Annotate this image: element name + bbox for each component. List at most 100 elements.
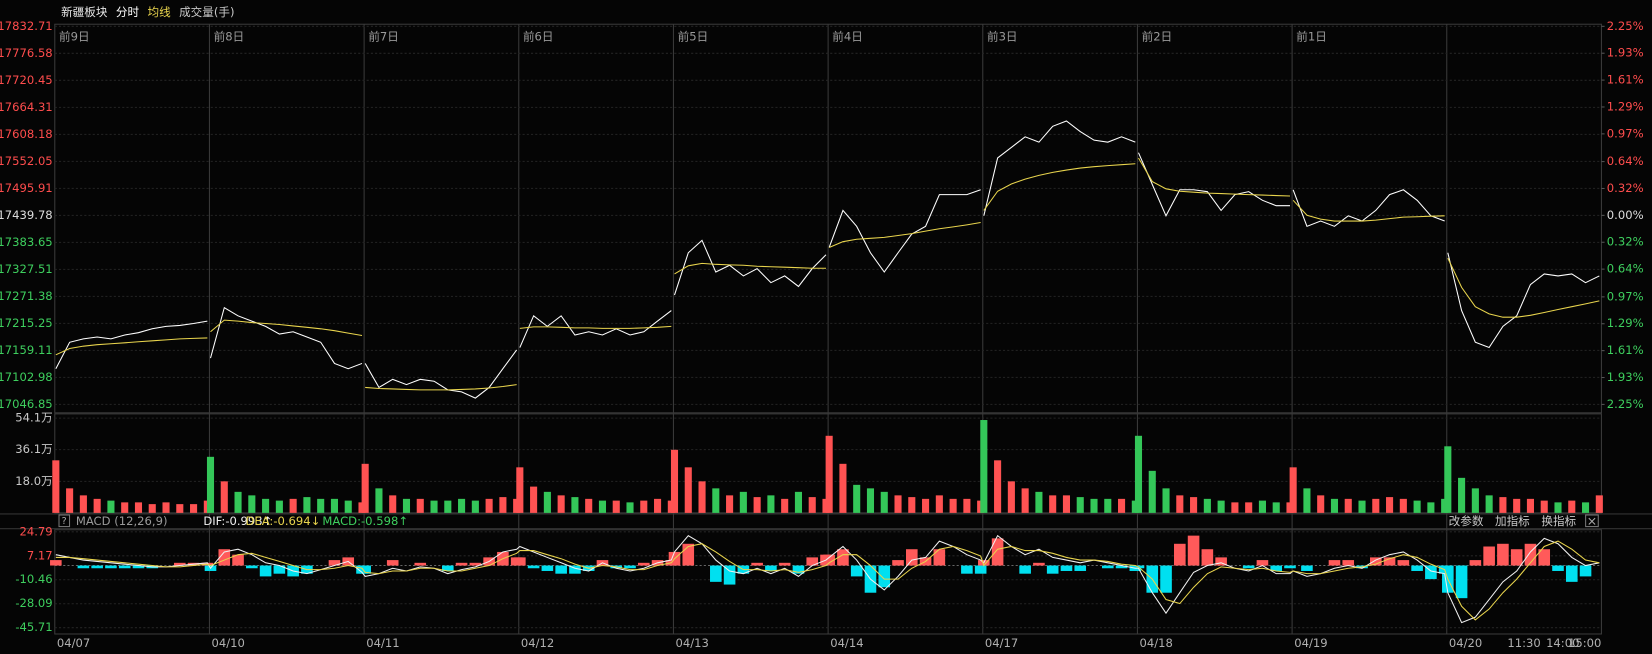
- volume-bar: [1289, 467, 1297, 513]
- volume-bar: [963, 498, 971, 513]
- y-tick-label: 17608.18: [0, 127, 53, 141]
- volume-bar: [1399, 498, 1407, 513]
- macd-bar: [273, 565, 286, 574]
- x-tick-label: 14:00: [1546, 636, 1579, 650]
- macd-bar: [1411, 565, 1423, 571]
- macd-bar: [1301, 565, 1313, 571]
- volume-bar: [1568, 500, 1576, 513]
- day-label: 前9日: [59, 29, 90, 43]
- help-icon-glyph[interactable]: ?: [62, 516, 67, 527]
- macd-bar: [1565, 565, 1578, 582]
- volume-bar: [206, 456, 215, 513]
- macd-bar: [778, 562, 791, 566]
- button[interactable]: 改参数: [1449, 514, 1484, 528]
- volume-bar: [839, 463, 847, 513]
- average-line: [519, 325, 672, 329]
- volume-bar: [444, 500, 452, 513]
- volume-bar: [121, 502, 129, 513]
- volume-bar: [543, 491, 551, 513]
- volume-bar: [1513, 498, 1521, 513]
- macd-bar: [1579, 565, 1592, 577]
- volume-bar: [317, 498, 325, 513]
- macd-bar: [173, 562, 186, 566]
- price-line: [209, 306, 363, 370]
- volume-bar: [289, 498, 297, 513]
- volume-bar: [1258, 500, 1266, 513]
- macd-bar: [1538, 549, 1551, 566]
- chart-title: 新疆板块: [61, 5, 108, 19]
- volume-bar: [1021, 488, 1029, 513]
- x-tick-label: 04/12: [521, 636, 554, 650]
- volume-bar: [330, 498, 339, 513]
- legend-entry[interactable]: 均线: [148, 5, 172, 19]
- legend-entry: MACD:-0.598↑: [322, 514, 408, 528]
- close-icon[interactable]: [1588, 517, 1596, 525]
- volume-bar: [1217, 500, 1225, 513]
- volume-bar: [389, 495, 397, 513]
- y-tick-label: 17552.05: [0, 154, 53, 168]
- day-label: 前8日: [214, 29, 245, 43]
- macd-bar: [1060, 565, 1073, 571]
- macd-bar: [933, 549, 946, 566]
- legend-entry[interactable]: 成交量(手): [179, 5, 234, 19]
- macd-bar: [751, 562, 763, 566]
- y2-tick-label: 0.64%: [1607, 262, 1644, 276]
- volume-bar: [262, 498, 270, 513]
- macd-bar: [710, 565, 722, 582]
- volume-bar: [684, 467, 692, 513]
- volume-bar: [471, 500, 479, 513]
- volume-bar: [571, 497, 579, 513]
- volume-bar: [670, 449, 679, 513]
- y-tick-label: 17271.38: [0, 289, 53, 303]
- macd-bar: [1510, 549, 1523, 566]
- volume-bar: [994, 460, 1002, 513]
- volume-bar: [557, 495, 565, 513]
- macd-bar: [1270, 565, 1283, 571]
- macd-bar: [118, 565, 131, 569]
- average-line: [983, 163, 1136, 211]
- x-tick-label: 04/13: [676, 636, 709, 650]
- macd-bar: [1369, 557, 1382, 566]
- volume-bar: [866, 488, 875, 513]
- x-tick-label: 04/11: [366, 636, 399, 650]
- help-icon[interactable]: [58, 514, 71, 528]
- button[interactable]: 加指标: [1495, 514, 1530, 528]
- volume-bar: [1303, 488, 1311, 513]
- button[interactable]: 换指标: [1541, 514, 1576, 528]
- day-label: 前1日: [1296, 29, 1327, 43]
- y-tick-label: 17664.31: [0, 100, 53, 114]
- volume-bar: [375, 488, 383, 513]
- macd-bar: [359, 565, 371, 574]
- macd-bar: [1328, 560, 1341, 566]
- volume-bar: [1035, 491, 1043, 513]
- macd-bar: [682, 543, 695, 566]
- price-line: [519, 310, 672, 348]
- x-tick-label: 04/07: [57, 636, 90, 650]
- macd-bar: [878, 565, 891, 588]
- close-button[interactable]: [1585, 514, 1599, 528]
- volume-bar: [1231, 502, 1239, 513]
- y-tick-label: 7.17: [27, 548, 53, 562]
- macd-bar: [77, 565, 90, 569]
- day-label: 前7日: [368, 29, 399, 43]
- volume-bar: [66, 488, 74, 513]
- average-line: [365, 384, 517, 391]
- y-tick-label: -28.09: [15, 596, 52, 610]
- macd-bar: [837, 549, 849, 566]
- volume-bar: [1526, 498, 1535, 513]
- macd-bar: [1019, 565, 1031, 574]
- volume-bar: [1499, 497, 1507, 513]
- y2-tick-label: 0.97%: [1607, 289, 1644, 303]
- price-line: [55, 320, 208, 369]
- average-line: [674, 262, 826, 275]
- average-line: [210, 319, 363, 337]
- macd-bar: [218, 549, 231, 566]
- legend-entry[interactable]: 分时: [116, 5, 140, 19]
- indicator-title: MACD (12,26,9): [76, 514, 168, 528]
- volume-bar: [1458, 477, 1466, 513]
- volume-bar: [598, 500, 607, 513]
- macd-bar: [1201, 549, 1214, 566]
- macd-bar: [1046, 565, 1059, 574]
- volume-bar: [1427, 502, 1435, 513]
